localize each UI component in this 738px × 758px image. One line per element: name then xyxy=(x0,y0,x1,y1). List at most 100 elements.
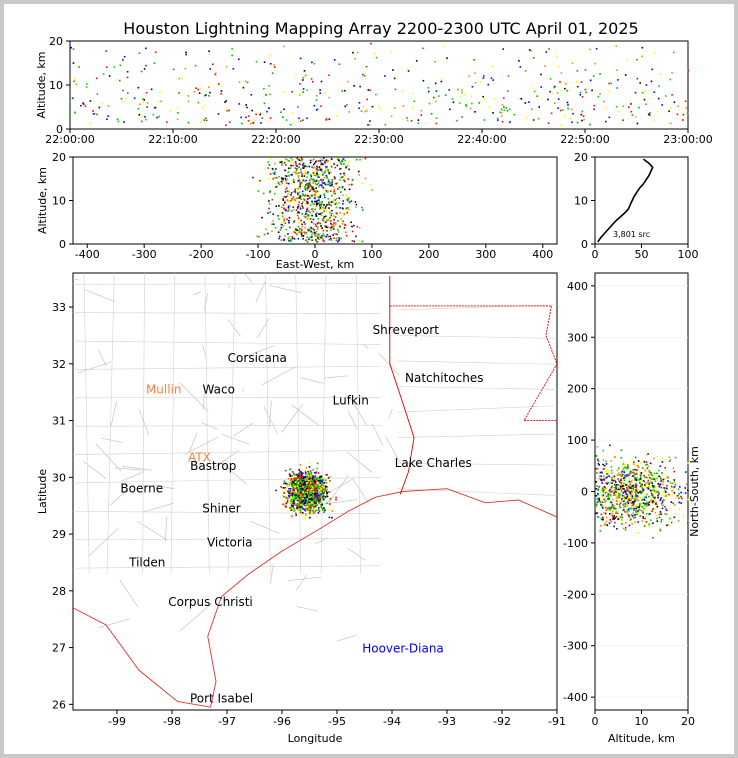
ns-source-point xyxy=(602,516,604,519)
ew-source-point xyxy=(318,197,320,199)
ns-source-point xyxy=(642,492,644,494)
time-source-point xyxy=(367,89,370,91)
ew-source-point xyxy=(304,187,306,190)
ns-source-point xyxy=(637,465,640,467)
ns-source-point xyxy=(642,498,645,501)
ew-source-point xyxy=(312,171,315,174)
ew-source-point xyxy=(281,182,284,185)
ew-source-point xyxy=(264,233,266,235)
ew-source-point xyxy=(298,159,301,161)
ns-source-point xyxy=(636,510,639,513)
plan-source-point xyxy=(306,491,309,494)
ns-source-point xyxy=(687,497,689,500)
plan-source-point xyxy=(309,516,311,519)
ew-source-point xyxy=(267,232,269,235)
ew-source-point xyxy=(333,176,336,178)
plan-source-point xyxy=(311,485,314,487)
ew-source-point xyxy=(308,219,310,221)
ew-source-point xyxy=(314,194,316,197)
time-source-point xyxy=(72,62,75,64)
ew-source-point xyxy=(319,207,322,209)
ns-source-point xyxy=(640,492,642,495)
plan-source-point xyxy=(295,492,297,495)
county-parallel xyxy=(73,397,382,399)
ew-source-point xyxy=(325,190,328,193)
plan-source-point xyxy=(320,499,322,501)
ns-source-point xyxy=(635,507,637,510)
ew-source-point xyxy=(337,226,340,229)
ew-source-point xyxy=(321,184,323,186)
ns-source-point xyxy=(644,494,647,497)
time-source-point xyxy=(434,82,437,85)
plan-source-point xyxy=(297,479,300,482)
plan-source-point xyxy=(301,488,304,490)
ns-source-point xyxy=(648,525,650,528)
ns-source-point xyxy=(622,485,625,487)
ns-source-point xyxy=(642,480,645,482)
time-source-point xyxy=(344,89,346,92)
ns-source-point xyxy=(661,501,664,503)
ns-source-point xyxy=(684,492,687,494)
plan-source-point xyxy=(313,500,316,503)
ns-source-point xyxy=(608,496,610,498)
plan-source-point xyxy=(323,486,325,489)
time-source-point xyxy=(593,104,596,107)
ns-source-point xyxy=(614,479,616,482)
ew-source-point xyxy=(338,237,340,239)
plan-source-point xyxy=(304,491,307,494)
plan-source-point xyxy=(310,507,312,509)
time-source-point xyxy=(557,98,560,100)
time-source-point xyxy=(166,121,168,123)
plan-source-point xyxy=(286,499,289,502)
time-source-point xyxy=(378,104,380,107)
ew-source-point xyxy=(328,207,330,209)
ns-source-point xyxy=(658,474,660,476)
plan-source-point xyxy=(294,476,296,479)
time-source-point xyxy=(503,106,505,108)
ew-source-point xyxy=(307,185,310,187)
time-source-point xyxy=(120,97,123,100)
ew-source-point xyxy=(315,180,318,182)
ew-x-tick-label: -200 xyxy=(189,248,214,261)
ew-source-point xyxy=(331,183,333,186)
ew-source-point xyxy=(309,238,311,241)
plan-source-point xyxy=(289,507,291,509)
plan-source-point xyxy=(331,510,334,512)
ew-source-point xyxy=(337,231,340,233)
ns-source-point xyxy=(633,463,635,466)
ew-source-point xyxy=(322,208,324,211)
time-source-point xyxy=(506,109,509,112)
ns-source-point xyxy=(618,516,620,519)
plan-source-point xyxy=(298,505,300,508)
plan-source-point xyxy=(293,494,296,497)
time-source-point xyxy=(238,58,240,60)
ew-source-point xyxy=(329,227,332,229)
time-source-point xyxy=(412,106,414,109)
ew-source-point xyxy=(288,174,290,177)
county-border xyxy=(291,404,320,427)
time-source-point xyxy=(178,77,181,80)
ns-source-point xyxy=(629,498,632,501)
ew-source-point xyxy=(330,220,332,222)
ns-source-point xyxy=(630,494,632,497)
plan-source-point xyxy=(302,508,304,510)
time-source-point xyxy=(269,93,271,96)
time-source-point xyxy=(126,76,129,79)
time-source-point xyxy=(153,62,156,64)
ew-source-point xyxy=(314,190,316,193)
plan-source-point xyxy=(311,500,314,502)
plan-source-point xyxy=(294,477,297,480)
county-border xyxy=(110,401,117,427)
ew-source-point xyxy=(344,224,347,226)
time-source-point xyxy=(468,75,471,78)
ew-source-point xyxy=(312,178,314,180)
plan-source-point xyxy=(301,493,304,496)
ns-source-point xyxy=(673,492,676,494)
ew-source-point xyxy=(298,221,300,224)
time-source-point xyxy=(100,102,103,105)
plan-source-point xyxy=(306,490,308,492)
ew-source-point xyxy=(355,203,358,206)
plan-source-point xyxy=(291,475,293,477)
ew-source-point xyxy=(320,225,322,227)
ns-source-point xyxy=(625,466,627,469)
